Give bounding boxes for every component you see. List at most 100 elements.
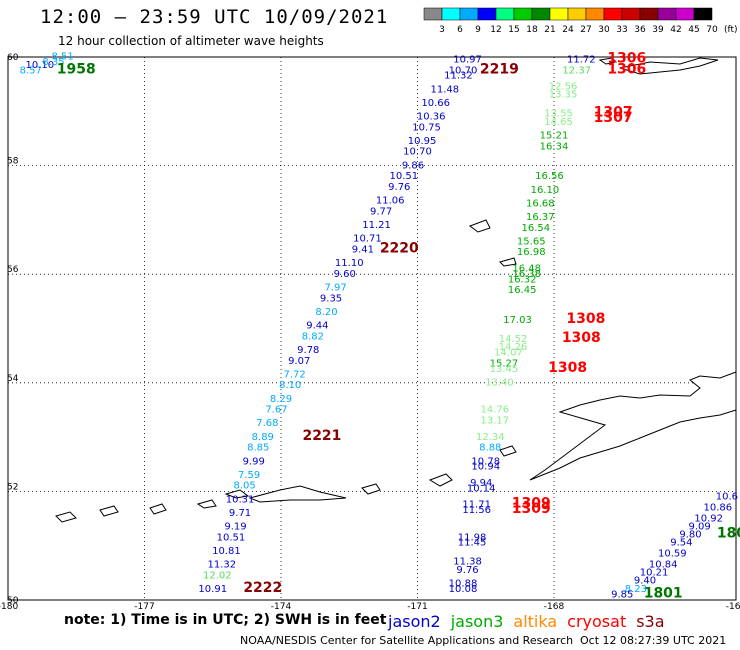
coastline: [598, 57, 618, 65]
swh-label: 7.97: [324, 282, 346, 293]
swh-label: 16.10: [531, 185, 560, 196]
swh-label: 10.71: [353, 234, 382, 245]
swh-label: 9.80: [679, 530, 701, 541]
colorbar-tick-label: 12: [490, 25, 501, 35]
swh-label: 16.48: [512, 263, 541, 274]
altimeter-map: -180 -177 -174 -171 -168 -164 60 58 56 54 52 50 8.57…: [0, 50, 740, 612]
swh-label: 8.20: [315, 307, 337, 318]
swh-label: 11.98: [458, 532, 487, 543]
swh-label: 10.21: [640, 568, 669, 579]
swh-label: 1308: [566, 311, 605, 327]
swh-label: 9.35: [320, 293, 342, 304]
coastline: [619, 57, 719, 75]
swh-label: 13.35: [549, 90, 578, 101]
swh-label: 9.07: [288, 356, 310, 367]
swh-label: 13.40: [485, 378, 514, 389]
swh-label: 10.84: [649, 559, 678, 570]
swh-label: 11.21: [362, 220, 391, 231]
swh-label: 10.78: [471, 456, 500, 467]
swh-label: 9.40: [634, 576, 656, 587]
colorbar-tick-label: 39: [652, 25, 664, 35]
swh-label: 12.34: [476, 432, 505, 443]
swh-label: 16.98: [517, 247, 546, 258]
swh-label: 16.56: [535, 171, 564, 182]
swh-label: 10.95: [408, 136, 437, 147]
swh-label: 8.05: [233, 481, 255, 492]
swh-label: 11.06: [376, 196, 405, 207]
coastline: [361, 483, 381, 495]
timestamp-text: Oct 12 08:27:39 UTC 2021: [580, 634, 727, 647]
swh-label: 16.68: [526, 198, 555, 209]
swh-label: 9.09: [688, 521, 710, 532]
swh-label: 9.19: [224, 521, 246, 532]
swh-label: 9.44: [306, 321, 328, 332]
swh-label: 15.65: [517, 236, 546, 247]
swh-label: 10.70: [449, 65, 478, 76]
swh-label: 16.54: [521, 223, 550, 234]
swh-label: 8.82: [302, 331, 324, 342]
swh-label: 1306: [607, 61, 646, 77]
swh-label: 11.48: [430, 84, 459, 95]
swh-label: 12.37: [562, 65, 591, 76]
x-tick-label: -174: [271, 602, 292, 612]
swh-label: 1306: [607, 50, 646, 66]
y-tick-label: 56: [7, 265, 19, 275]
x-tick-label: -180: [0, 602, 18, 612]
coastline: [428, 473, 453, 487]
colorbar-unit: (ft): [724, 25, 738, 35]
coastline: [55, 511, 77, 523]
colorbar-tick-label: 18: [526, 25, 538, 35]
legend-entry-jason2: jason2: [388, 612, 441, 631]
swh-label: 10.81: [212, 546, 241, 557]
page-subtitle: 12 hour collection of altimeter wave hei…: [58, 34, 324, 48]
swh-label: 9.78: [297, 345, 319, 356]
swh-label: 7.67: [265, 405, 287, 416]
legend-entry-s3a: s3a: [636, 612, 665, 631]
swh-label: 16.38: [512, 269, 541, 280]
colorbar-tick-label: 15: [508, 25, 519, 35]
swh-label: 9.76: [456, 565, 478, 576]
swh-label: 2222: [243, 580, 282, 596]
swh-label: 1958: [57, 61, 96, 77]
swh-label: 10.59: [658, 549, 687, 560]
colorbar-tick-label: 24: [562, 25, 574, 35]
note-text: note: 1) Time is in UTC; 2) SWH is in fe…: [64, 612, 387, 628]
swh-label: 10.66: [421, 98, 450, 109]
swh-label: 13.45: [490, 364, 519, 375]
swh-label: 1308: [562, 330, 601, 346]
swh-label: 10.51: [217, 532, 246, 543]
credit-text: NOAA/NESDIS Center for Satellite Applica…: [240, 634, 574, 647]
coastline: [468, 219, 491, 233]
swh-label: 14.07: [494, 348, 523, 359]
swh-label: 16.37: [526, 212, 555, 223]
swh-label: 14.52: [499, 334, 528, 345]
swh-label: 10.08: [449, 584, 478, 595]
colorbar-tick-label: 3: [439, 25, 445, 35]
swh-label: 10.31: [226, 494, 255, 505]
coastline: [529, 371, 737, 481]
swh-label: 1308: [548, 360, 587, 376]
swh-label: 1307: [594, 105, 633, 121]
swh-label: 2221: [302, 428, 341, 444]
swh-label: 10.36: [417, 111, 446, 122]
swh-label: 8.29: [270, 394, 292, 405]
swh-label: 1309: [512, 501, 551, 517]
colorbar-tick-label: 45: [688, 25, 699, 35]
swh-label: 12.02: [203, 570, 232, 581]
x-tick-label: -177: [134, 602, 154, 612]
swh-label: 8.88: [479, 443, 501, 454]
swh-label: 13.55: [544, 109, 573, 120]
coastline: [196, 499, 217, 509]
swh-label: 10.92: [694, 513, 723, 524]
swh-label: 9.41: [352, 244, 374, 255]
legend-entry-altika: altika: [513, 612, 558, 631]
swh-label: 16.45: [508, 285, 537, 296]
swh-label: 180: [717, 526, 740, 542]
swh-label: 11.32: [444, 71, 473, 82]
swh-label: 13.17: [481, 416, 510, 427]
swh-label: 10.94: [471, 462, 500, 473]
swh-label: 11.10: [335, 258, 364, 269]
swh-label: 8.10: [279, 380, 301, 391]
y-tick-label: 50: [7, 596, 19, 606]
